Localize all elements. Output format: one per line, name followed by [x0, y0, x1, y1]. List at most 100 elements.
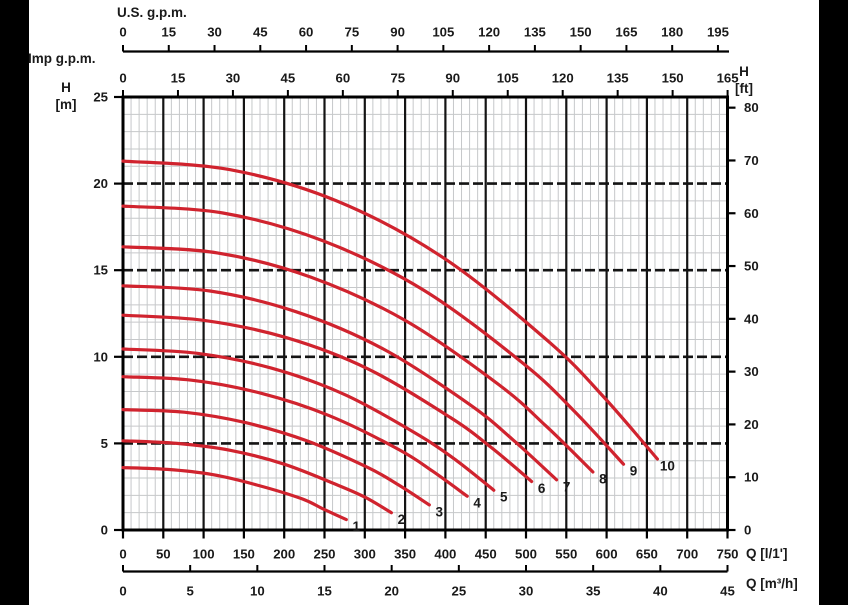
flow-m3h-tick-label: 25: [451, 584, 466, 599]
flow-liters-tick-label: 750: [716, 547, 738, 562]
pump-curve-2: [121, 439, 393, 515]
curve-label-8: 8: [599, 471, 607, 486]
us-gpm-tick-label: 105: [432, 25, 454, 40]
head-left-symbol: H: [61, 80, 71, 95]
head-left-unit: [m]: [55, 97, 77, 112]
us-gpm-tick-label: 0: [119, 25, 126, 40]
curve-label-5: 5: [500, 490, 508, 505]
pump-curve-9: [121, 204, 626, 466]
imp-gpm-tick-label: 30: [226, 71, 241, 86]
pump-curve-10: [121, 159, 659, 461]
head-ft-tick-label: 10: [744, 470, 759, 485]
us-gpm-tick-label: 60: [299, 25, 314, 40]
us-gpm-tick-label: 75: [344, 25, 359, 40]
flow-m3h-tick-label: 15: [317, 584, 332, 599]
flow-liters-tick-label: 100: [193, 547, 215, 562]
us-gpm-tick-label: 195: [707, 25, 729, 40]
us-gpm-tick-label: 30: [207, 25, 222, 40]
head-right-unit: [ft]: [735, 81, 753, 96]
flow-m3h-tick-label: 20: [384, 584, 399, 599]
curve-label-3: 3: [436, 504, 444, 519]
head-m-tick-label: 15: [93, 263, 108, 278]
curve-label-10: 10: [660, 458, 675, 473]
us-gpm-tick-label: 15: [161, 25, 176, 40]
curve-label-2: 2: [398, 512, 406, 527]
head-ft-tick-label: 40: [744, 311, 759, 326]
imp-gpm-tick-label: 60: [336, 71, 351, 86]
imp-gpm-tick-label: 90: [445, 71, 460, 86]
flow-m3h-axis-title: Q [m³/h]: [746, 576, 798, 591]
imp-gpm-tick-label: 75: [390, 71, 405, 86]
curve-label-6: 6: [538, 481, 546, 496]
imp-gpm-tick-label: 45: [281, 71, 296, 86]
us-gpm-tick-label: 180: [661, 25, 683, 40]
head-ft-tick-label: 0: [744, 523, 751, 538]
head-m-tick-label: 20: [93, 176, 108, 191]
us-gpm-tick-label: 45: [253, 25, 268, 40]
flow-liters-axis-title: Q [l/1']: [746, 546, 788, 561]
head-right-axis-title: H [ft]: [728, 63, 760, 97]
flow-liters-tick-label: 400: [434, 547, 456, 562]
flow-liters-tick-label: 700: [676, 547, 698, 562]
flow-liters-tick-label: 50: [156, 547, 171, 562]
flow-liters-tick-label: 500: [515, 547, 537, 562]
flow-m3h-tick-label: 40: [653, 584, 668, 599]
flow-liters-tick-label: 550: [555, 547, 577, 562]
flow-liters-tick-label: 350: [394, 547, 416, 562]
flow-m3h-tick-label: 0: [119, 584, 126, 599]
imp-gpm-tick-label: 150: [662, 71, 684, 86]
pump-curve-5: [121, 347, 496, 492]
pump-curve-6: [121, 313, 534, 484]
pump-curve-3: [121, 408, 431, 507]
flow-m3h-tick-label: 10: [250, 584, 265, 599]
curve-label-1: 1: [353, 519, 361, 534]
flow-liters-tick-label: 0: [119, 547, 126, 562]
curve-label-9: 9: [630, 464, 638, 479]
pump-curve-4: [121, 375, 469, 498]
imp-gpm-tick-label: 15: [171, 71, 186, 86]
flow-m3h-tick-label: 45: [720, 584, 735, 599]
head-m-tick-label: 10: [93, 349, 108, 364]
head-m-tick-label: 0: [101, 523, 108, 538]
head-m-tick-label: 25: [93, 90, 108, 105]
pump-curve-8: [121, 245, 595, 474]
plot-frame: [121, 95, 729, 532]
pump-curve-1: [121, 466, 348, 522]
flow-liters-tick-label: 450: [475, 547, 497, 562]
flow-liters-tick-label: 600: [596, 547, 618, 562]
imp-gpm-axis-title: Imp g.p.m.: [28, 51, 96, 66]
curve-label-4: 4: [473, 496, 481, 511]
flow-m3h-tick-label: 5: [186, 584, 193, 599]
flow-m3h-tick-label: 30: [519, 584, 534, 599]
curve-label-7: 7: [563, 479, 571, 494]
imp-gpm-tick-label: 0: [119, 71, 126, 86]
head-ft-tick-label: 20: [744, 417, 759, 432]
flow-liters-tick-label: 650: [636, 547, 658, 562]
flow-liters-tick-label: 250: [313, 547, 335, 562]
head-ft-tick-label: 50: [744, 259, 759, 274]
head-m-tick-label: 5: [101, 436, 108, 451]
right-black-bar: [819, 0, 848, 605]
imp-gpm-tick-label: 165: [717, 71, 739, 86]
flow-m3h-tick-label: 35: [586, 584, 601, 599]
us-gpm-tick-label: 90: [390, 25, 405, 40]
head-ft-tick-label: 60: [744, 206, 759, 221]
head-ft-tick-label: 30: [744, 364, 759, 379]
flow-liters-tick-label: 150: [233, 547, 255, 562]
imp-gpm-tick-label: 105: [497, 71, 519, 86]
us-gpm-axis-title: U.S. g.p.m.: [117, 5, 187, 20]
head-right-symbol: H: [739, 64, 749, 79]
left-black-bar: [0, 0, 29, 605]
head-ft-tick-label: 70: [744, 153, 759, 168]
flow-liters-tick-label: 200: [273, 547, 295, 562]
head-left-axis-title: H [m]: [46, 79, 86, 113]
imp-gpm-tick-label: 120: [552, 71, 574, 86]
us-gpm-tick-label: 150: [570, 25, 592, 40]
flow-liters-tick-label: 300: [354, 547, 376, 562]
us-gpm-tick-label: 135: [524, 25, 546, 40]
us-gpm-tick-label: 165: [615, 25, 637, 40]
imp-gpm-tick-label: 135: [607, 71, 629, 86]
head-ft-tick-label: 80: [744, 100, 759, 115]
